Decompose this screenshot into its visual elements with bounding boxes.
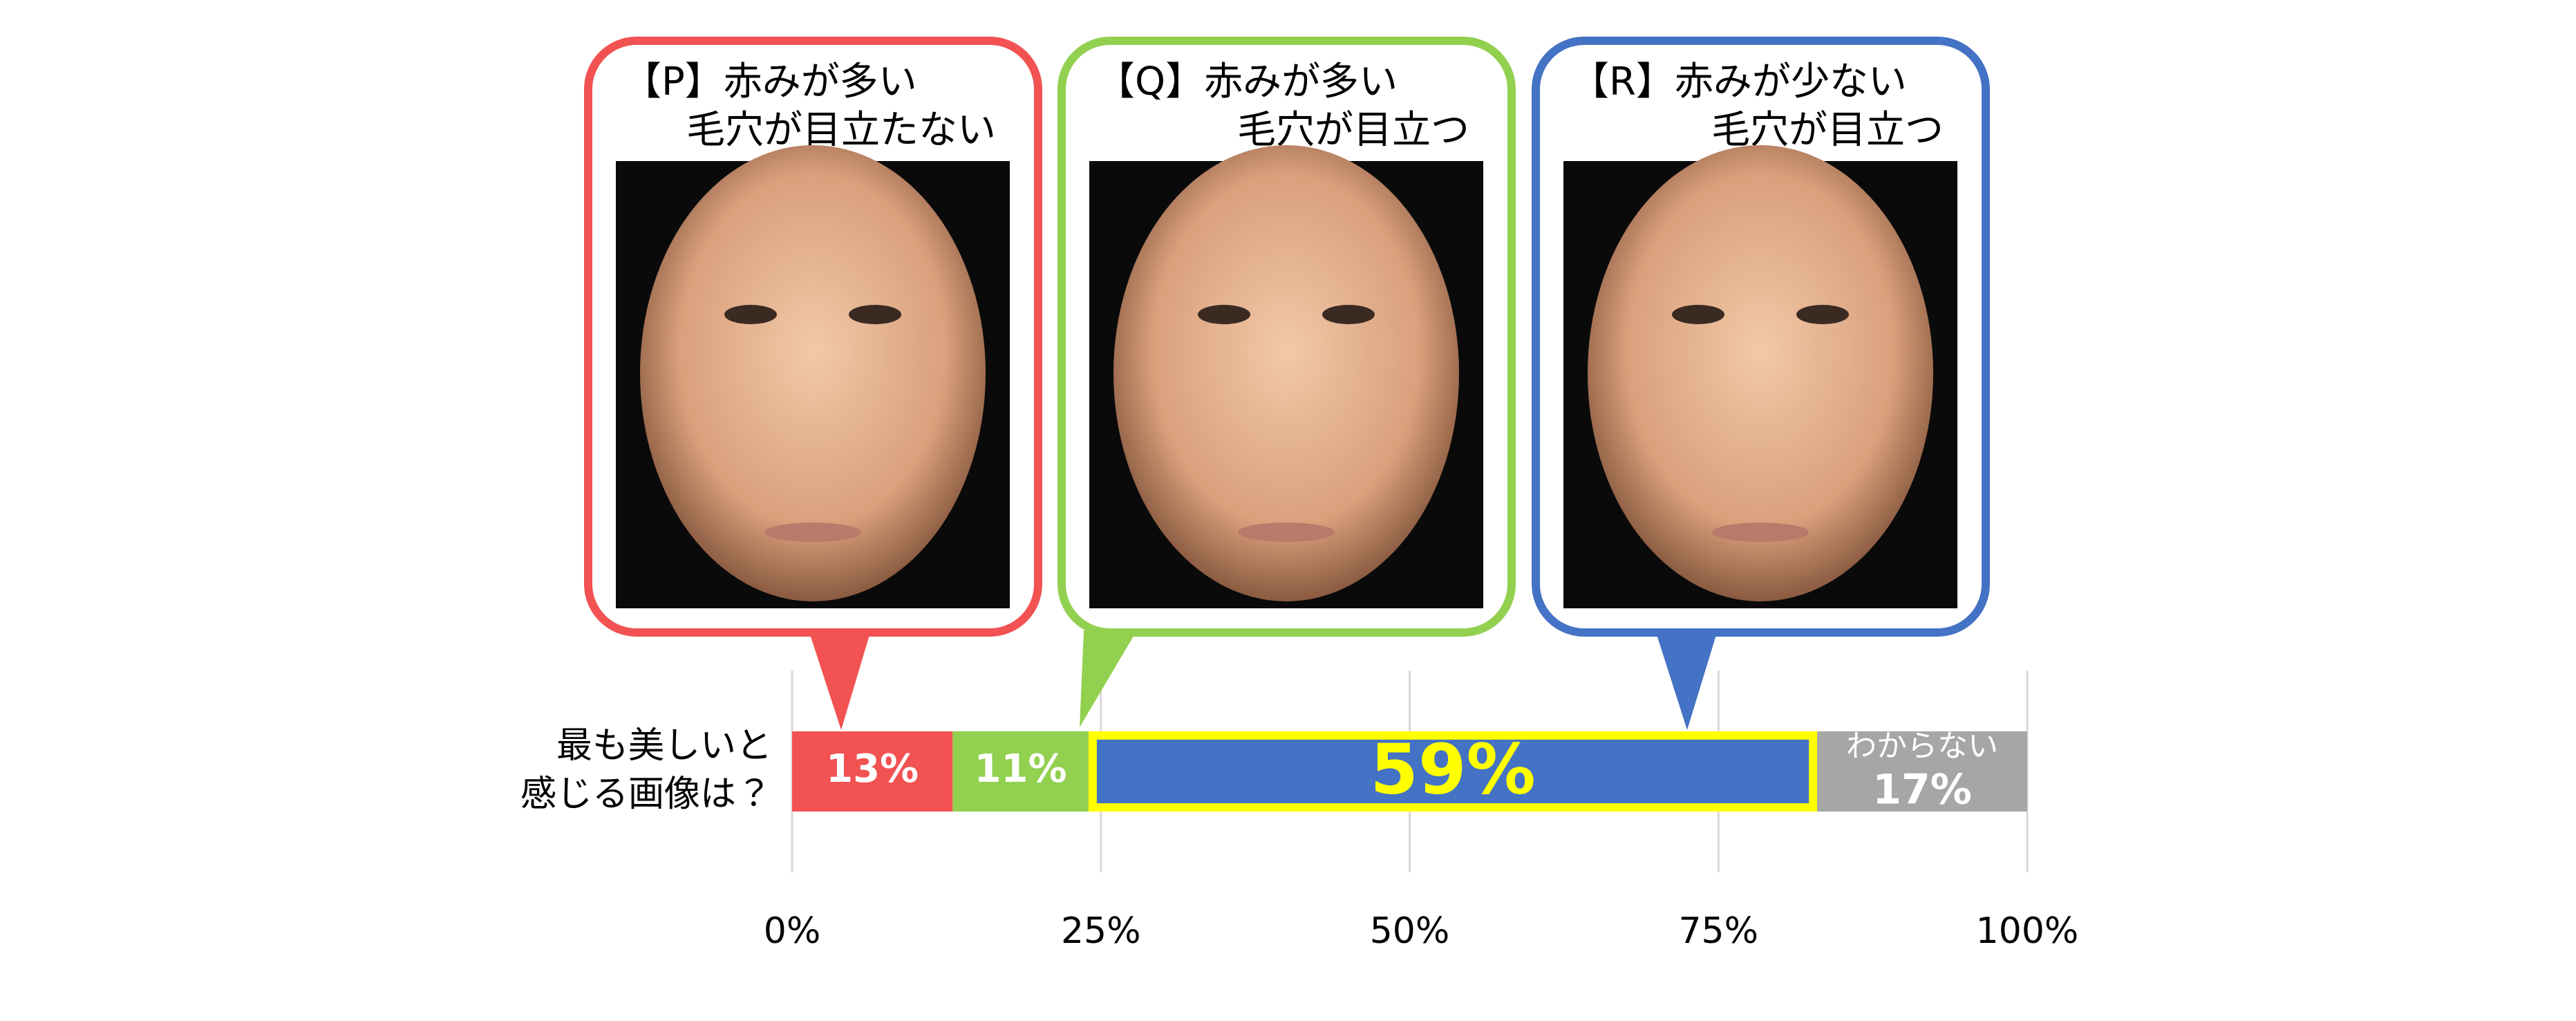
highlight-border: [1088, 731, 1818, 812]
callout-pointer: [1655, 630, 1718, 730]
value-label: 17%: [1872, 766, 1972, 814]
mouth: [1238, 523, 1335, 542]
x-tick-label: 0%: [764, 910, 821, 952]
eye: [1322, 305, 1375, 324]
eye: [1796, 305, 1849, 324]
mouth: [764, 523, 861, 542]
value-label: 59%: [1370, 729, 1535, 809]
value-label: 13%: [826, 747, 919, 791]
callout-title: 【P】赤みが多い: [623, 59, 917, 104]
x-tick-label: 75%: [1678, 910, 1758, 952]
mouth: [1712, 523, 1809, 542]
category-label: 感じる画像は？: [520, 774, 772, 815]
category-label: 最も美しいと: [556, 725, 772, 767]
callout-title: 【R】赤みが少ない: [1570, 59, 1907, 104]
callout-pointer: [809, 630, 871, 730]
face-photo: [1588, 145, 1933, 601]
callout-subtitle: 毛穴が目立つ: [1711, 108, 1944, 153]
bar-segment: [1817, 731, 2027, 812]
face-photo: [640, 145, 986, 601]
eye: [1672, 305, 1724, 324]
bar-segment: [792, 731, 953, 812]
bar-segment: [952, 731, 1089, 812]
callout-subtitle: 毛穴が目立つ: [1237, 108, 1469, 153]
x-tick-label: 25%: [1061, 910, 1141, 952]
bar-segment: [1088, 731, 1818, 812]
callouts: 【P】赤みが多い毛穴が目立たない【Q】赤みが多い毛穴が目立つ【R】赤みが少ない毛…: [584, 37, 1990, 730]
segment-name: わからない: [1846, 729, 1998, 764]
face-photo: [1113, 145, 1459, 601]
x-tick-label: 50%: [1370, 910, 1450, 952]
eye: [1198, 305, 1250, 324]
callout-pointer: [1080, 630, 1137, 727]
value-label: 11%: [975, 747, 1067, 791]
eye: [849, 305, 901, 324]
eye: [724, 305, 777, 324]
callout-subtitle: 毛穴が目立たない: [686, 108, 996, 153]
x-tick-label: 100%: [1976, 910, 2079, 952]
callout-title: 【Q】赤みが多い: [1096, 59, 1398, 104]
